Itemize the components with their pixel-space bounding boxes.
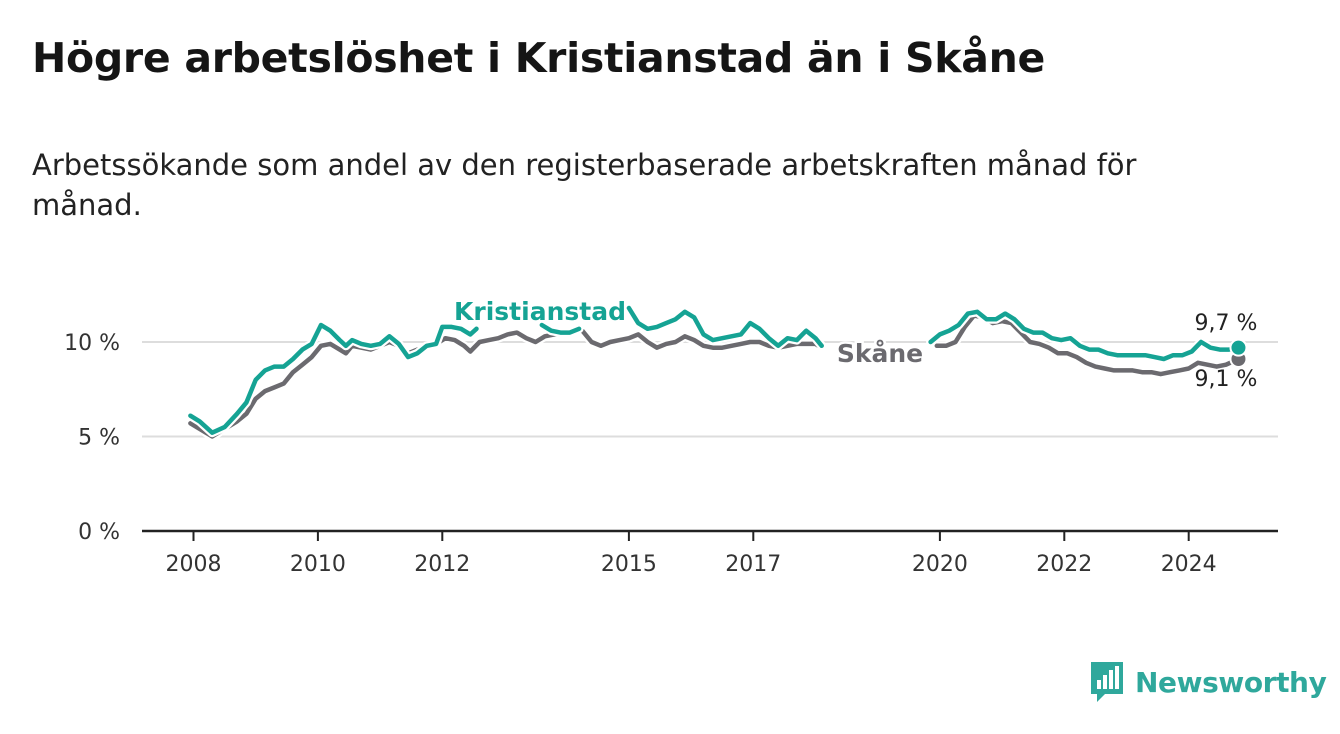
end-label-kristianstad: 9,7 % — [1195, 311, 1258, 336]
x-tick-label: 2012 — [414, 552, 470, 577]
series-label-skane: Skåne — [837, 339, 923, 368]
series-label-kristianstad: Kristianstad — [454, 297, 626, 326]
chart-title: Högre arbetslöshet i Kristianstad än i S… — [32, 34, 1045, 82]
series-line-kristianstad — [539, 322, 582, 335]
series-lines — [185, 303, 1243, 441]
x-tick-label: 2008 — [166, 552, 222, 577]
series-line-kristianstad — [626, 305, 824, 349]
x-tick-label: 2017 — [725, 552, 781, 577]
end-point-kristianstad — [1229, 338, 1248, 357]
series-line-kristianstad — [928, 309, 1241, 362]
y-tick-label: 0 % — [78, 520, 120, 545]
bar-chart-logo-icon — [1091, 662, 1123, 702]
newsworthy-logo[interactable]: Newsworthy — [1089, 660, 1327, 704]
series-labels: Kristianstad Skåne 9,7 % 9,1 % — [452, 295, 1258, 393]
y-tick-label: 10 % — [64, 331, 120, 356]
end-label-skane: 9,1 % — [1195, 367, 1258, 392]
x-axis-ticks: 2008 2010 2012 2015 2017 2020 2022 2024 — [166, 531, 1217, 577]
x-tick-label: 2024 — [1161, 552, 1217, 577]
y-tick-label: 5 % — [78, 426, 120, 451]
chart-subtitle: Arbetssökande som andel av den registerb… — [32, 148, 1137, 222]
x-tick-label: 2022 — [1036, 552, 1092, 577]
x-tick-label: 2020 — [912, 552, 968, 577]
x-tick-label: 2010 — [290, 552, 346, 577]
series-line-kristianstad — [188, 322, 479, 435]
y-axis-ticks: 0 % 5 % 10 % — [64, 331, 120, 545]
x-tick-label: 2015 — [601, 552, 657, 577]
series-line-skane — [188, 328, 824, 439]
brand-name: Newsworthy — [1135, 665, 1327, 699]
